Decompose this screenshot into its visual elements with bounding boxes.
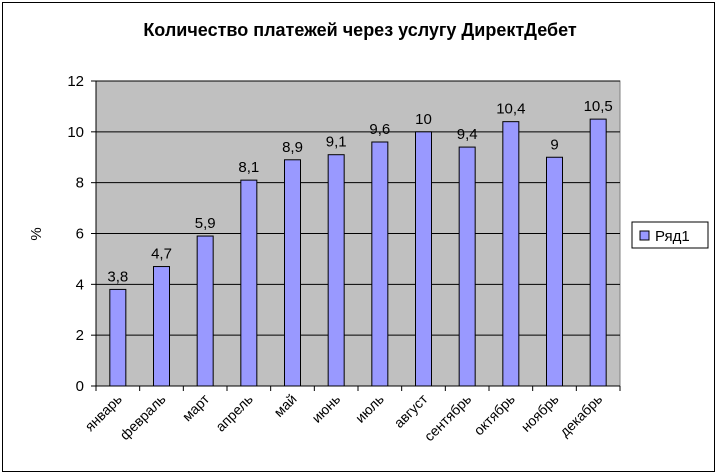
legend-swatch [639, 230, 650, 241]
x-tick-label: май [270, 391, 299, 420]
legend: Ряд1 [631, 221, 709, 249]
x-tick-label: декабрь [556, 391, 605, 440]
data-label: 3,8 [107, 268, 128, 285]
bar [589, 118, 607, 387]
bar [153, 266, 170, 387]
bar [327, 154, 345, 387]
x-tick-label: июнь [308, 391, 343, 426]
chart-title: Количество платежей через услугу ДиректД… [143, 20, 577, 40]
data-label: 8,1 [238, 159, 259, 176]
data-label: 9,1 [326, 134, 347, 151]
data-label: 9 [550, 136, 558, 153]
y-tick-label: 4 [76, 276, 84, 293]
x-tick-label: ноябрь [518, 391, 562, 435]
data-label: 4,7 [151, 246, 172, 263]
x-tick-label: февраль [116, 391, 168, 443]
y-tick-label: 0 [76, 378, 84, 395]
data-label: 10,5 [584, 98, 613, 115]
bar [284, 159, 301, 387]
data-label: 5,9 [195, 215, 216, 232]
x-tick-label: январь [81, 391, 124, 434]
y-tick-label: 8 [76, 175, 84, 192]
y-tick-label: 2 [76, 327, 84, 344]
data-label: 10 [415, 111, 432, 128]
bar [109, 288, 127, 387]
x-tick-label: август [391, 390, 431, 430]
bar [415, 131, 432, 387]
data-label: 9,4 [457, 126, 478, 143]
bar [371, 141, 389, 387]
bar [196, 235, 214, 387]
y-tick-label: 10 [67, 124, 84, 141]
legend-label: Ряд1 [655, 228, 690, 245]
bar [502, 121, 520, 387]
data-label: 9,6 [369, 121, 390, 138]
y-tick-label: 12 [67, 73, 84, 90]
x-tick-label: октябрь [470, 391, 517, 438]
y-tick-label: 6 [76, 226, 84, 243]
data-label: 8,9 [282, 139, 303, 156]
x-tick-label: июль [352, 391, 387, 426]
data-label: 10,4 [496, 101, 525, 118]
x-tick-label: март [179, 390, 213, 424]
bar [240, 179, 258, 387]
plot-area: 0 2 4 6 8 10 12 3,8 январь 4,7 февраль 5,9 март 8,1 ап… [67, 73, 621, 444]
x-tick-label: апрель [212, 391, 256, 435]
y-axis-label: % [28, 227, 45, 240]
bar [458, 146, 476, 387]
x-tick-label: сентябрь [421, 391, 474, 444]
bar [546, 156, 563, 387]
